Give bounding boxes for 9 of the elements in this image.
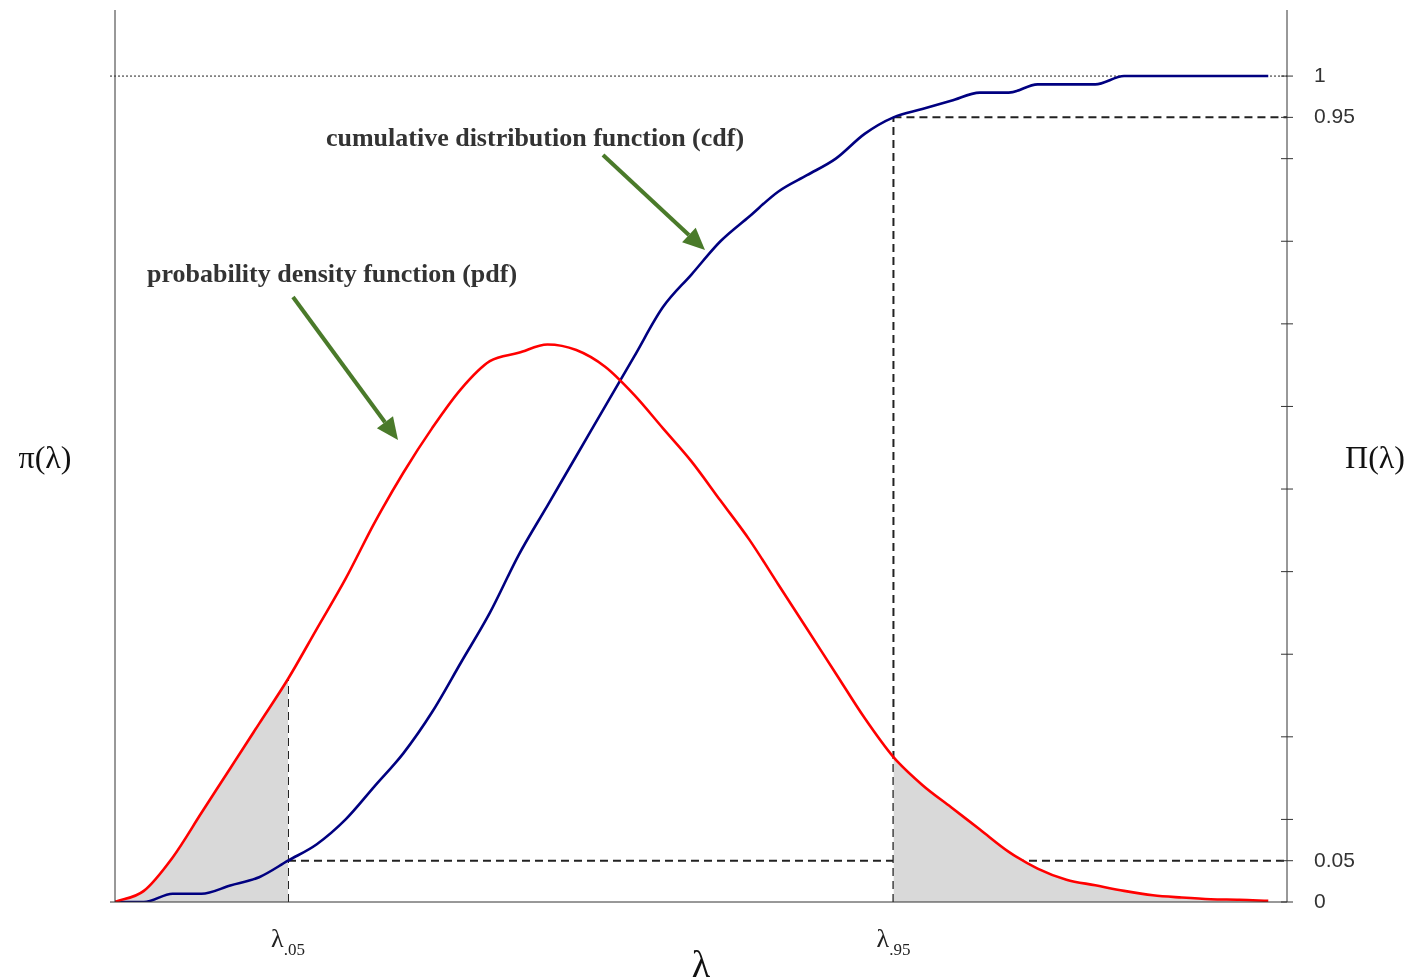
y2-axis-title: Π(λ) (1345, 439, 1405, 475)
y2-tick-label: 1 (1314, 62, 1326, 86)
y2-tick-label: 0.95 (1314, 104, 1355, 128)
y2-tick-label: 0.05 (1314, 847, 1355, 871)
y2-tick-label: 0 (1314, 888, 1326, 912)
y-axis-title: π(λ) (18, 439, 72, 475)
text: cumulative distribution function (cdf) (325, 123, 745, 152)
x-axis-title: λ (691, 943, 711, 979)
text: probability density function (pdf) (146, 259, 518, 288)
